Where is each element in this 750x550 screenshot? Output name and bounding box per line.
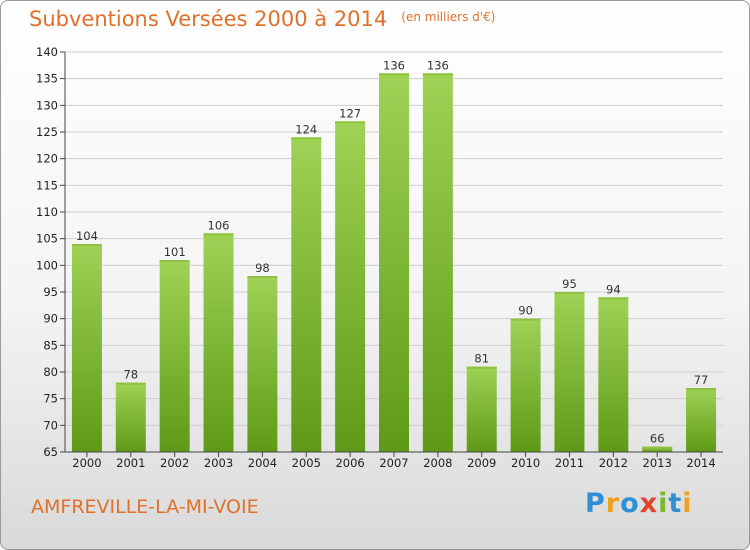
bar-top-edge (510, 318, 541, 321)
bar (71, 244, 102, 452)
bar-top-edge (422, 73, 453, 76)
bar-top-edge (335, 121, 366, 124)
data-label: 81 (474, 352, 489, 366)
x-tick-label: 2014 (686, 456, 715, 470)
x-tick-label: 2007 (379, 456, 408, 470)
data-label: 98 (255, 261, 270, 275)
logo-letter: t (668, 488, 683, 519)
bar (379, 73, 409, 452)
bar-top-edge (203, 233, 234, 236)
logo-letter: r (605, 488, 621, 519)
bar-top-edge (379, 73, 409, 76)
y-tick-label: 70 (43, 418, 58, 432)
bar (510, 318, 541, 452)
bar-top-edge (159, 260, 190, 262)
y-tick-label: 95 (43, 285, 58, 299)
data-label: 127 (339, 106, 361, 120)
logo-letter: P (585, 488, 606, 519)
data-label: 77 (694, 373, 709, 387)
chart-title: Subventions Versées 2000 à 2014 (en milli… (29, 7, 495, 31)
y-tick-label: 130 (36, 98, 58, 112)
bar (203, 233, 234, 452)
data-label: 90 (518, 304, 533, 318)
data-label: 95 (562, 277, 577, 291)
y-tick-label: 90 (43, 312, 58, 326)
y-tick-label: 100 (36, 258, 58, 272)
chart-unit: (en milliers d'€) (401, 10, 496, 24)
x-tick-label: 2008 (423, 456, 452, 470)
y-tick-label: 80 (43, 365, 58, 379)
data-label: 101 (164, 245, 186, 259)
data-label: 136 (427, 58, 449, 72)
x-tick-label: 2012 (599, 456, 628, 470)
bar-top-edge (115, 382, 146, 385)
x-tick-label: 2010 (511, 456, 540, 470)
data-label: 106 (208, 218, 230, 232)
y-tick-label: 125 (36, 125, 58, 139)
bar-top-edge (642, 446, 673, 449)
x-tick-label: 2002 (160, 456, 189, 470)
bar (422, 73, 453, 452)
logo-letter: i (682, 488, 693, 519)
bar (291, 137, 322, 453)
logo-letter: o (620, 488, 640, 519)
y-axis: 65 70 75 80 85 90 95 100 105 110 115 120 125 130 135 14… (36, 45, 66, 459)
data-label: 66 (650, 432, 665, 446)
bar-top-edge (291, 137, 322, 140)
x-axis: 2000 2001 2002 2003 2004 2005 2006 2007 2008 2009… (65, 451, 723, 470)
bar (598, 297, 629, 452)
bar-top-edge (554, 292, 585, 294)
bar (466, 366, 497, 452)
x-tick-label: 2006 (335, 456, 364, 470)
bars: 104 78 101 106 98 124 127 136 136 81 90 95 94 66 77 (71, 58, 717, 453)
data-label: 94 (606, 282, 621, 296)
x-tick-label: 2013 (643, 456, 672, 470)
x-tick-label: 2004 (248, 456, 277, 470)
bar-top-edge (466, 366, 497, 369)
bar (115, 382, 146, 452)
y-tick-label: 85 (43, 338, 58, 352)
y-tick-label: 120 (36, 152, 58, 166)
data-label: 104 (76, 229, 98, 243)
bar-top-edge (598, 297, 629, 300)
x-tick-label: 2011 (555, 456, 584, 470)
bar-top-edge (247, 276, 278, 278)
y-tick-label: 140 (36, 45, 58, 59)
logo-letter: x (639, 488, 659, 519)
data-label: 124 (295, 122, 317, 136)
bar (335, 121, 366, 452)
x-tick-label: 2003 (204, 456, 233, 470)
y-tick-label: 75 (43, 392, 58, 406)
y-tick-label: 105 (36, 232, 58, 246)
bar (642, 446, 673, 452)
x-tick-label: 2009 (467, 456, 496, 470)
bar-top-edge (71, 244, 102, 246)
chart-title-text: Subventions Versées 2000 à 2014 (29, 7, 388, 31)
bar (247, 276, 278, 452)
x-tick-label: 2001 (116, 456, 145, 470)
data-label: 136 (383, 58, 405, 72)
proxiti-logo: Proxiti (585, 488, 693, 519)
commune-name: AMFREVILLE-LA-MI-VOIE (31, 496, 259, 518)
bar (554, 292, 585, 452)
bar-top-edge (686, 388, 717, 390)
bar (159, 260, 190, 452)
logo-letter: i (658, 488, 669, 519)
x-tick-label: 2000 (72, 456, 101, 470)
y-tick-label: 110 (36, 205, 58, 219)
y-tick-label: 135 (36, 72, 58, 86)
x-tick-label: 2005 (292, 456, 321, 470)
bar (686, 388, 717, 452)
y-tick-label: 65 (43, 445, 58, 459)
y-tick-label: 115 (36, 178, 58, 192)
data-label: 78 (123, 368, 138, 382)
